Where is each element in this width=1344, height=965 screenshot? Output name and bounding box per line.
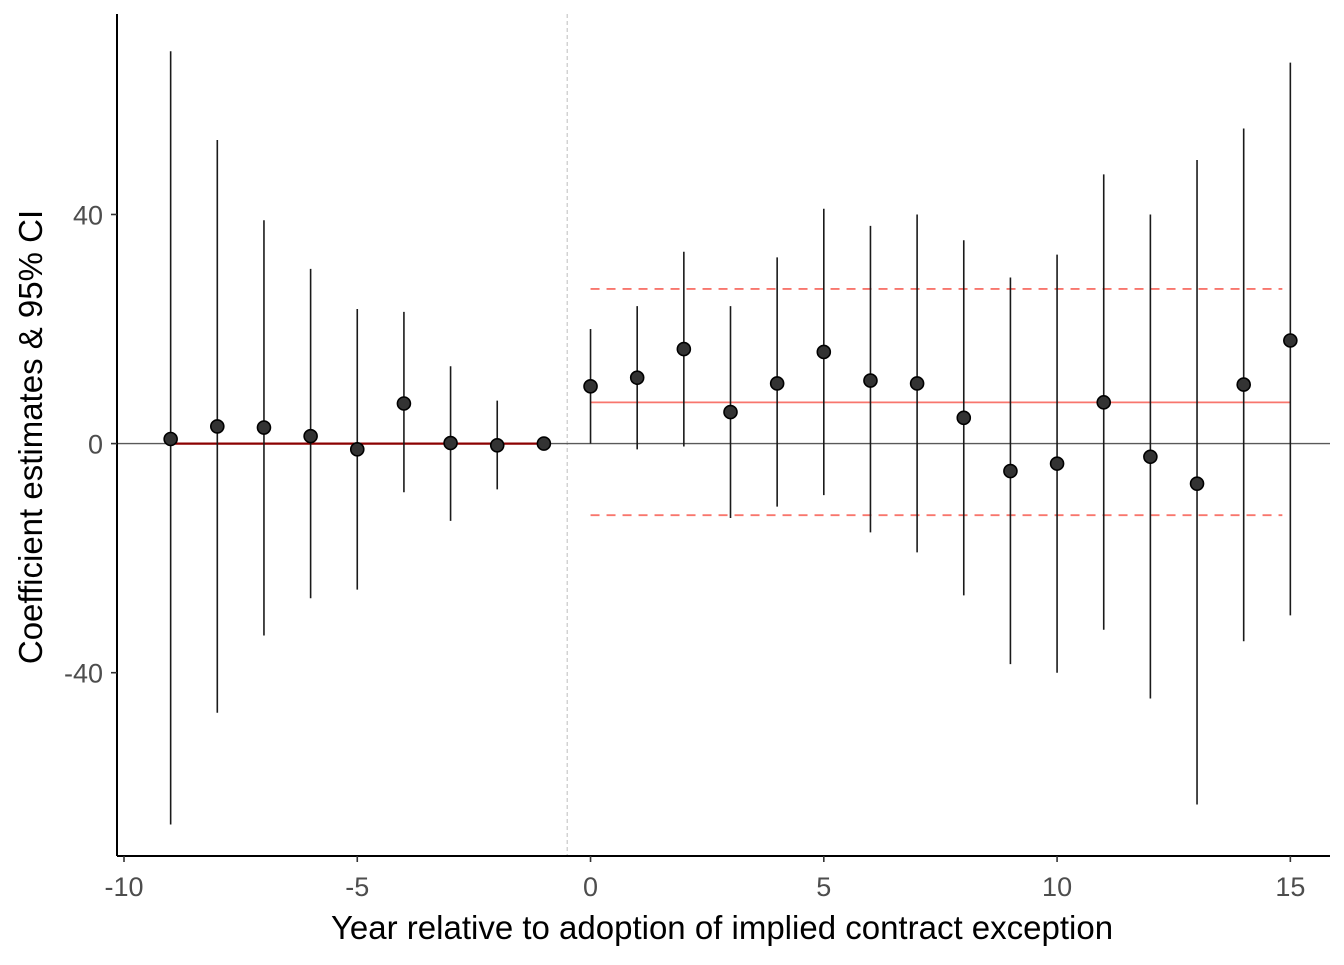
x-tick-label: 5	[816, 872, 831, 902]
data-point	[629, 370, 645, 386]
data-point	[1283, 333, 1298, 348]
data-point	[1189, 476, 1205, 491]
x-tick-label: -10	[104, 872, 143, 902]
y-tick-label: -40	[64, 659, 103, 689]
data-point	[1236, 377, 1251, 392]
y-tick-label: 40	[73, 200, 103, 230]
data-point	[443, 435, 458, 451]
x-tick-label: 15	[1275, 872, 1305, 902]
error-bars-layer	[169, 51, 1292, 825]
data-point	[163, 431, 178, 447]
data-point	[723, 404, 738, 420]
data-point	[396, 396, 412, 411]
data-point	[1096, 395, 1112, 410]
data-point	[769, 376, 785, 391]
data-point	[1143, 449, 1158, 465]
x-tick-label: -5	[345, 872, 369, 902]
x-tick-label: 0	[583, 872, 598, 902]
data-point	[303, 428, 318, 444]
y-tick-label: 0	[88, 430, 103, 460]
data-point	[1049, 456, 1065, 471]
x-axis-title: Year relative to adoption of implied con…	[331, 909, 1113, 946]
data-point	[956, 410, 972, 426]
data-point	[863, 373, 878, 388]
data-point	[583, 379, 598, 394]
data-point	[816, 344, 832, 360]
data-point	[256, 420, 272, 435]
axes-layer: -10 -5 0 5 10 15 -40 0 40	[64, 14, 1330, 902]
data-point	[349, 442, 365, 457]
reference-lines-layer	[117, 14, 1330, 856]
data-point	[1003, 463, 1018, 479]
data-point	[909, 376, 925, 391]
data-point	[536, 436, 552, 451]
data-point	[676, 341, 692, 357]
data-point	[210, 419, 225, 434]
y-axis-title: Coefficient estimates & 95% CI	[12, 210, 49, 664]
data-point	[489, 438, 505, 453]
x-tick-label: 10	[1042, 872, 1072, 902]
points-layer	[163, 333, 1298, 491]
